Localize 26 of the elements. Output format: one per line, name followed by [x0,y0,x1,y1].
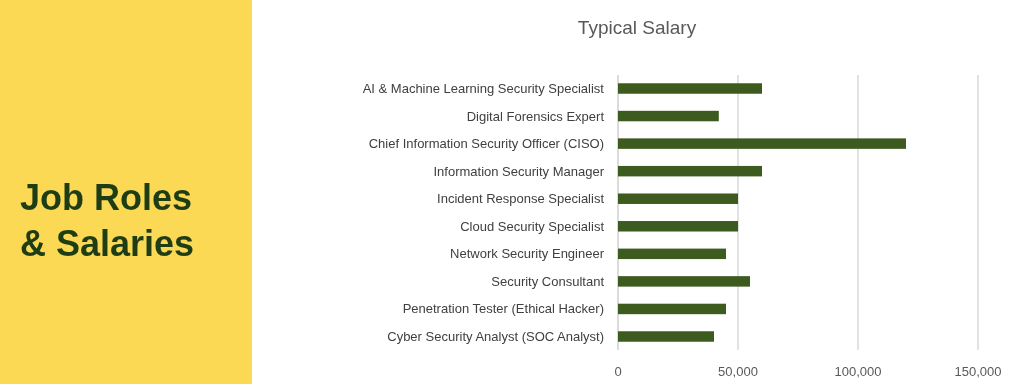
y-tick-label: Security Consultant [491,273,605,289]
y-tick-label: Network Security Engineer [450,246,605,262]
y-tick-label: Digital Forensics Expert [466,108,605,124]
bar [618,165,762,177]
y-tick-label: AI & Machine Learning Security Specialist [362,81,605,97]
y-tick-label: Cyber Security Analyst (SOC Analyst) [387,329,604,345]
y-tick-label: Chief Information Security Officer (CISO) [368,136,604,152]
x-tick-label: 150,000 [954,364,1002,379]
bar [618,110,719,122]
x-tick-label: 50,000 [718,364,758,379]
bar [618,276,750,287]
y-tick-label: Information Security Manager [433,163,605,179]
bar [618,221,738,232]
y-tick-label: Incident Response Specialist [437,191,605,207]
bar [618,303,726,315]
y-tick-label: Penetration Tester (Ethical Hacker) [402,301,604,317]
bar [618,83,762,94]
bar [618,138,906,149]
bar [618,248,726,260]
x-tick-label: 0 [614,364,622,379]
bar [618,331,714,342]
chart-subtitle: Typical Salary [577,17,697,38]
text: Job Roles & Salaries [20,177,195,264]
bar [618,193,738,204]
y-tick-label: Cloud Security Specialist [460,218,605,234]
x-tick-label: 100,000 [834,364,882,379]
